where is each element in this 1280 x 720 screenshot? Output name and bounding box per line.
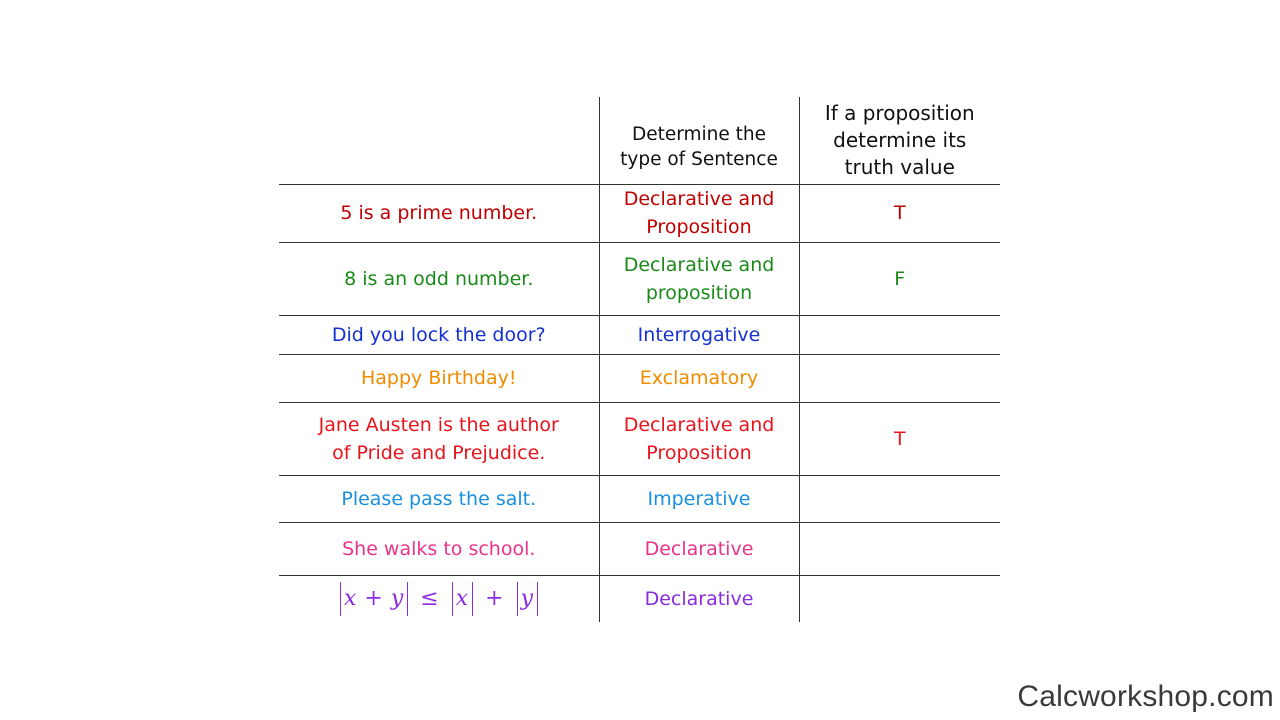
truth-cell: F [798, 241, 1000, 315]
table-row: x + y ≤ x + y Declarative [279, 574, 1000, 622]
sentence-type-table: Determine the type of Sentence If a prop… [279, 97, 1000, 622]
truth-cell: T [798, 401, 1000, 475]
header-type: Determine the type of Sentence [598, 97, 799, 184]
type-cell: Interrogative [598, 314, 799, 354]
table-row: Happy Birthday! Exclamatory [279, 353, 1000, 402]
type-cell: Declarative and Proposition [598, 401, 799, 475]
header-row: Determine the type of Sentence If a prop… [279, 97, 1000, 184]
sentence-cell: 5 is a prime number. [279, 183, 599, 242]
sentence-cell: She walks to school. [279, 521, 599, 575]
brand-watermark: Calcworkshop.com [1017, 680, 1274, 713]
truth-cell [798, 521, 1000, 575]
truth-cell [798, 474, 1000, 522]
header-sentence [279, 97, 599, 184]
sentence-cell: Did you lock the door? [279, 314, 599, 354]
type-cell: Declarative [598, 521, 799, 575]
truth-cell [798, 353, 1000, 402]
table-row: 8 is an odd number. Declarative and prop… [279, 241, 1000, 315]
table-row: Please pass the salt. Imperative [279, 474, 1000, 522]
type-cell: Imperative [598, 474, 799, 522]
table-row: She walks to school. Declarative [279, 521, 1000, 575]
table-row: 5 is a prime number. Declarative and Pro… [279, 183, 1000, 242]
sentence-cell: 8 is an odd number. [279, 241, 599, 315]
type-cell: Declarative and Proposition [598, 183, 799, 242]
sentence-cell: Please pass the salt. [279, 474, 599, 522]
table-row: Did you lock the door? Interrogative [279, 314, 1000, 354]
type-cell: Exclamatory [598, 353, 799, 402]
truth-cell [798, 574, 1000, 622]
truth-cell: T [798, 183, 1000, 242]
table-row: Jane Austen is the author of Pride and P… [279, 401, 1000, 475]
formula-cell: x + y ≤ x + y [279, 574, 599, 622]
truth-cell [798, 314, 1000, 354]
header-truth: If a proposition determine its truth val… [798, 97, 1000, 184]
sentence-cell: Jane Austen is the author of Pride and P… [279, 401, 599, 475]
triangle-inequality-formula: x + y ≤ x + y [337, 581, 541, 616]
sentence-cell: Happy Birthday! [279, 353, 599, 402]
type-cell: Declarative and proposition [598, 241, 799, 315]
type-cell: Declarative [598, 574, 799, 622]
